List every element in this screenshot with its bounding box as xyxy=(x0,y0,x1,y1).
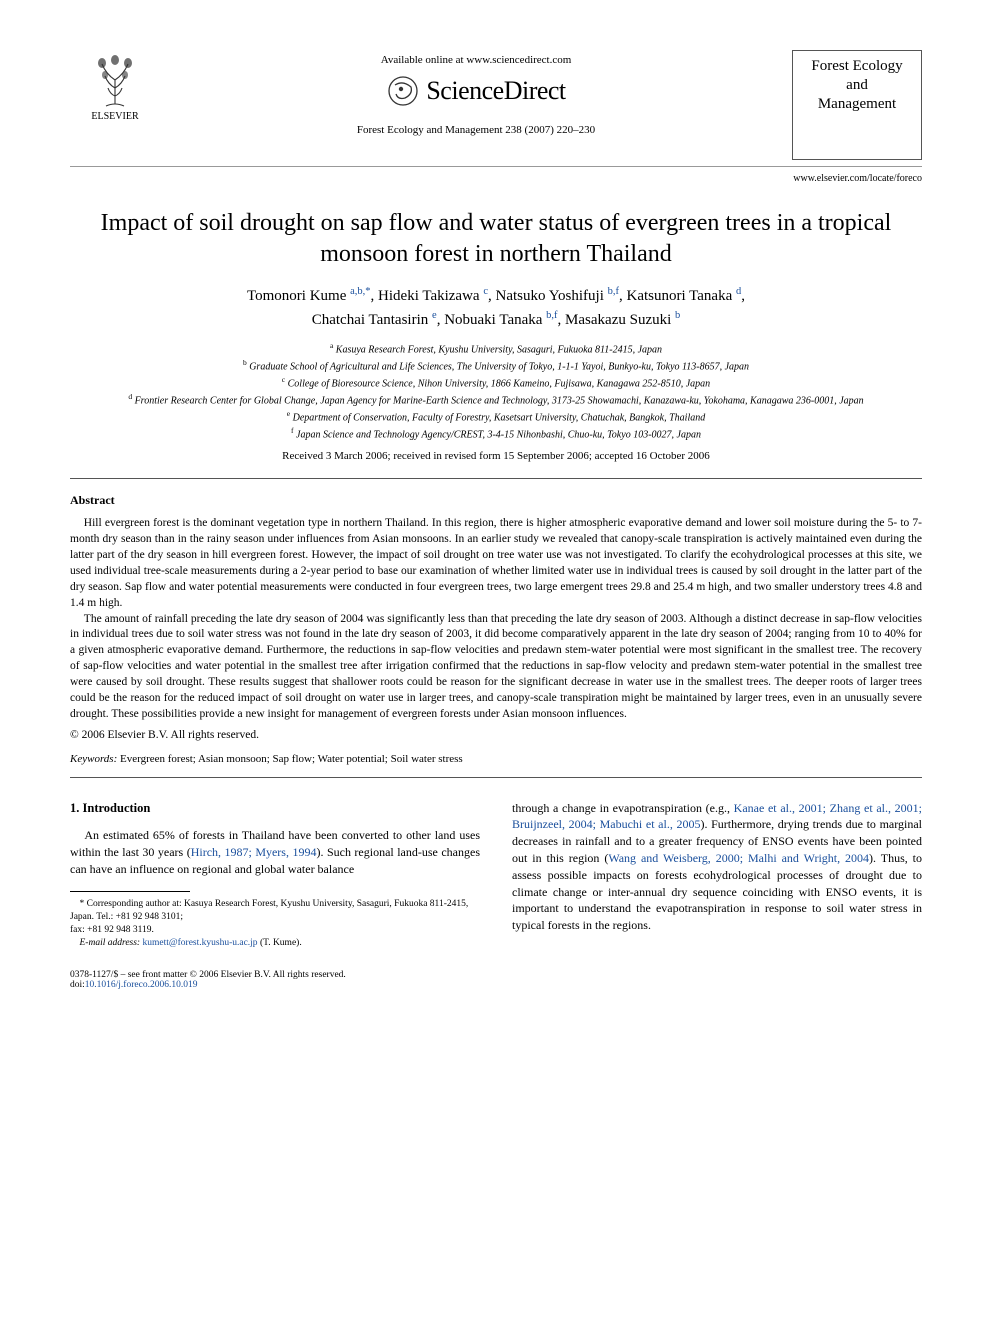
header-bar: ELSEVIER Available online at www.science… xyxy=(70,50,922,167)
footnotes: * Corresponding author at: Kasuya Resear… xyxy=(70,898,480,949)
affiliation-item: b Graduate School of Agricultural and Li… xyxy=(70,358,922,375)
doi-line: doi:10.1016/j.foreco.2006.10.019 xyxy=(70,980,346,990)
journal-url[interactable]: www.elsevier.com/locate/foreco xyxy=(70,173,922,184)
abstract-copyright: © 2006 Elsevier B.V. All rights reserved… xyxy=(70,729,922,741)
author-list: Tomonori Kume a,b,*, Hideki Takizawa c, … xyxy=(70,284,922,331)
keywords-label: Keywords: xyxy=(70,753,117,765)
doi-link[interactable]: 10.1016/j.foreco.2006.10.019 xyxy=(85,980,198,990)
fax-line: fax: +81 92 948 3119. xyxy=(70,924,480,937)
intro-para-left: An estimated 65% of forests in Thailand … xyxy=(70,827,480,877)
abstract-heading: Abstract xyxy=(70,493,922,508)
affiliation-item: a Kasuya Research Forest, Kyushu Univers… xyxy=(70,341,922,358)
sciencedirect-swirl-icon xyxy=(386,74,420,108)
keywords-text: Evergreen forest; Asian monsoon; Sap flo… xyxy=(120,753,463,765)
abstract-section: Abstract Hill evergreen forest is the do… xyxy=(70,493,922,764)
sciencedirect-text: ScienceDirect xyxy=(426,76,565,106)
front-matter-line: 0378-1127/$ – see front matter © 2006 El… xyxy=(70,970,346,980)
email-line: E-mail address: kumett@forest.kyushu-u.a… xyxy=(70,937,480,950)
footnote-separator xyxy=(70,891,190,892)
affiliation-text: Frontier Research Center for Global Chan… xyxy=(135,395,864,406)
available-online-line: Available online at www.sciencedirect.co… xyxy=(160,54,792,66)
affiliations: a Kasuya Research Forest, Kyushu Univers… xyxy=(70,341,922,442)
abstract-body: Hill evergreen forest is the dominant ve… xyxy=(70,516,922,722)
email-label: E-mail address: xyxy=(80,938,141,948)
right-column: through a change in evapotranspiration (… xyxy=(512,800,922,950)
article-dates: Received 3 March 2006; received in revis… xyxy=(70,450,922,462)
sciencedirect-logo: ScienceDirect xyxy=(160,74,792,108)
divider xyxy=(70,777,922,778)
journal-reference: Forest Ecology and Management 238 (2007)… xyxy=(160,124,792,136)
affiliation-text: Graduate School of Agricultural and Life… xyxy=(249,362,749,373)
citation-link[interactable]: Wang and Weisberg, 2000; Malhi and Wrigh… xyxy=(608,851,869,865)
publisher-block: ELSEVIER xyxy=(70,50,160,122)
corresponding-author: * Corresponding author at: Kasuya Resear… xyxy=(70,898,480,924)
header-center: Available online at www.sciencedirect.co… xyxy=(160,50,792,140)
body-text: through a change in evapotranspiration (… xyxy=(512,801,734,815)
doi-label: doi: xyxy=(70,980,85,990)
affiliation-text: College of Bioresource Science, Nihon Un… xyxy=(288,378,711,389)
email-address[interactable]: kumett@forest.kyushu-u.ac.jp xyxy=(142,938,257,948)
footer-left: 0378-1127/$ – see front matter © 2006 El… xyxy=(70,970,346,990)
affiliation-item: d Frontier Research Center for Global Ch… xyxy=(70,392,922,409)
article-title: Impact of soil drought on sap flow and w… xyxy=(70,208,922,270)
abstract-para-2: The amount of rainfall preceding the lat… xyxy=(70,612,922,723)
journal-cover-box: Forest Ecology and Management xyxy=(792,50,922,160)
journal-box-title: Forest Ecology and Management xyxy=(797,57,917,113)
affiliation-item: f Japan Science and Technology Agency/CR… xyxy=(70,426,922,443)
affiliation-text: Department of Conservation, Faculty of F… xyxy=(293,412,706,423)
left-column: 1. Introduction An estimated 65% of fore… xyxy=(70,800,480,950)
affiliation-text: Kasuya Research Forest, Kyushu Universit… xyxy=(336,345,662,356)
affiliation-item: e Department of Conservation, Faculty of… xyxy=(70,409,922,426)
abstract-para-1: Hill evergreen forest is the dominant ve… xyxy=(70,516,922,611)
section-heading-intro: 1. Introduction xyxy=(70,800,480,818)
affiliation-text: Japan Science and Technology Agency/CRES… xyxy=(296,429,701,440)
email-attrib: (T. Kume). xyxy=(260,938,302,948)
keywords-row: Keywords: Evergreen forest; Asian monsoo… xyxy=(70,753,922,765)
publisher-name: ELSEVIER xyxy=(91,111,138,122)
elsevier-tree-icon xyxy=(88,50,142,108)
affiliation-item: c College of Bioresource Science, Nihon … xyxy=(70,375,922,392)
intro-para-right: through a change in evapotranspiration (… xyxy=(512,800,922,934)
title-block: Impact of soil drought on sap flow and w… xyxy=(70,208,922,462)
divider xyxy=(70,478,922,479)
page-footer: 0378-1127/$ – see front matter © 2006 El… xyxy=(70,970,922,990)
body-columns: 1. Introduction An estimated 65% of fore… xyxy=(70,800,922,950)
citation-link[interactable]: Hirch, 1987; Myers, 1994 xyxy=(191,845,317,859)
